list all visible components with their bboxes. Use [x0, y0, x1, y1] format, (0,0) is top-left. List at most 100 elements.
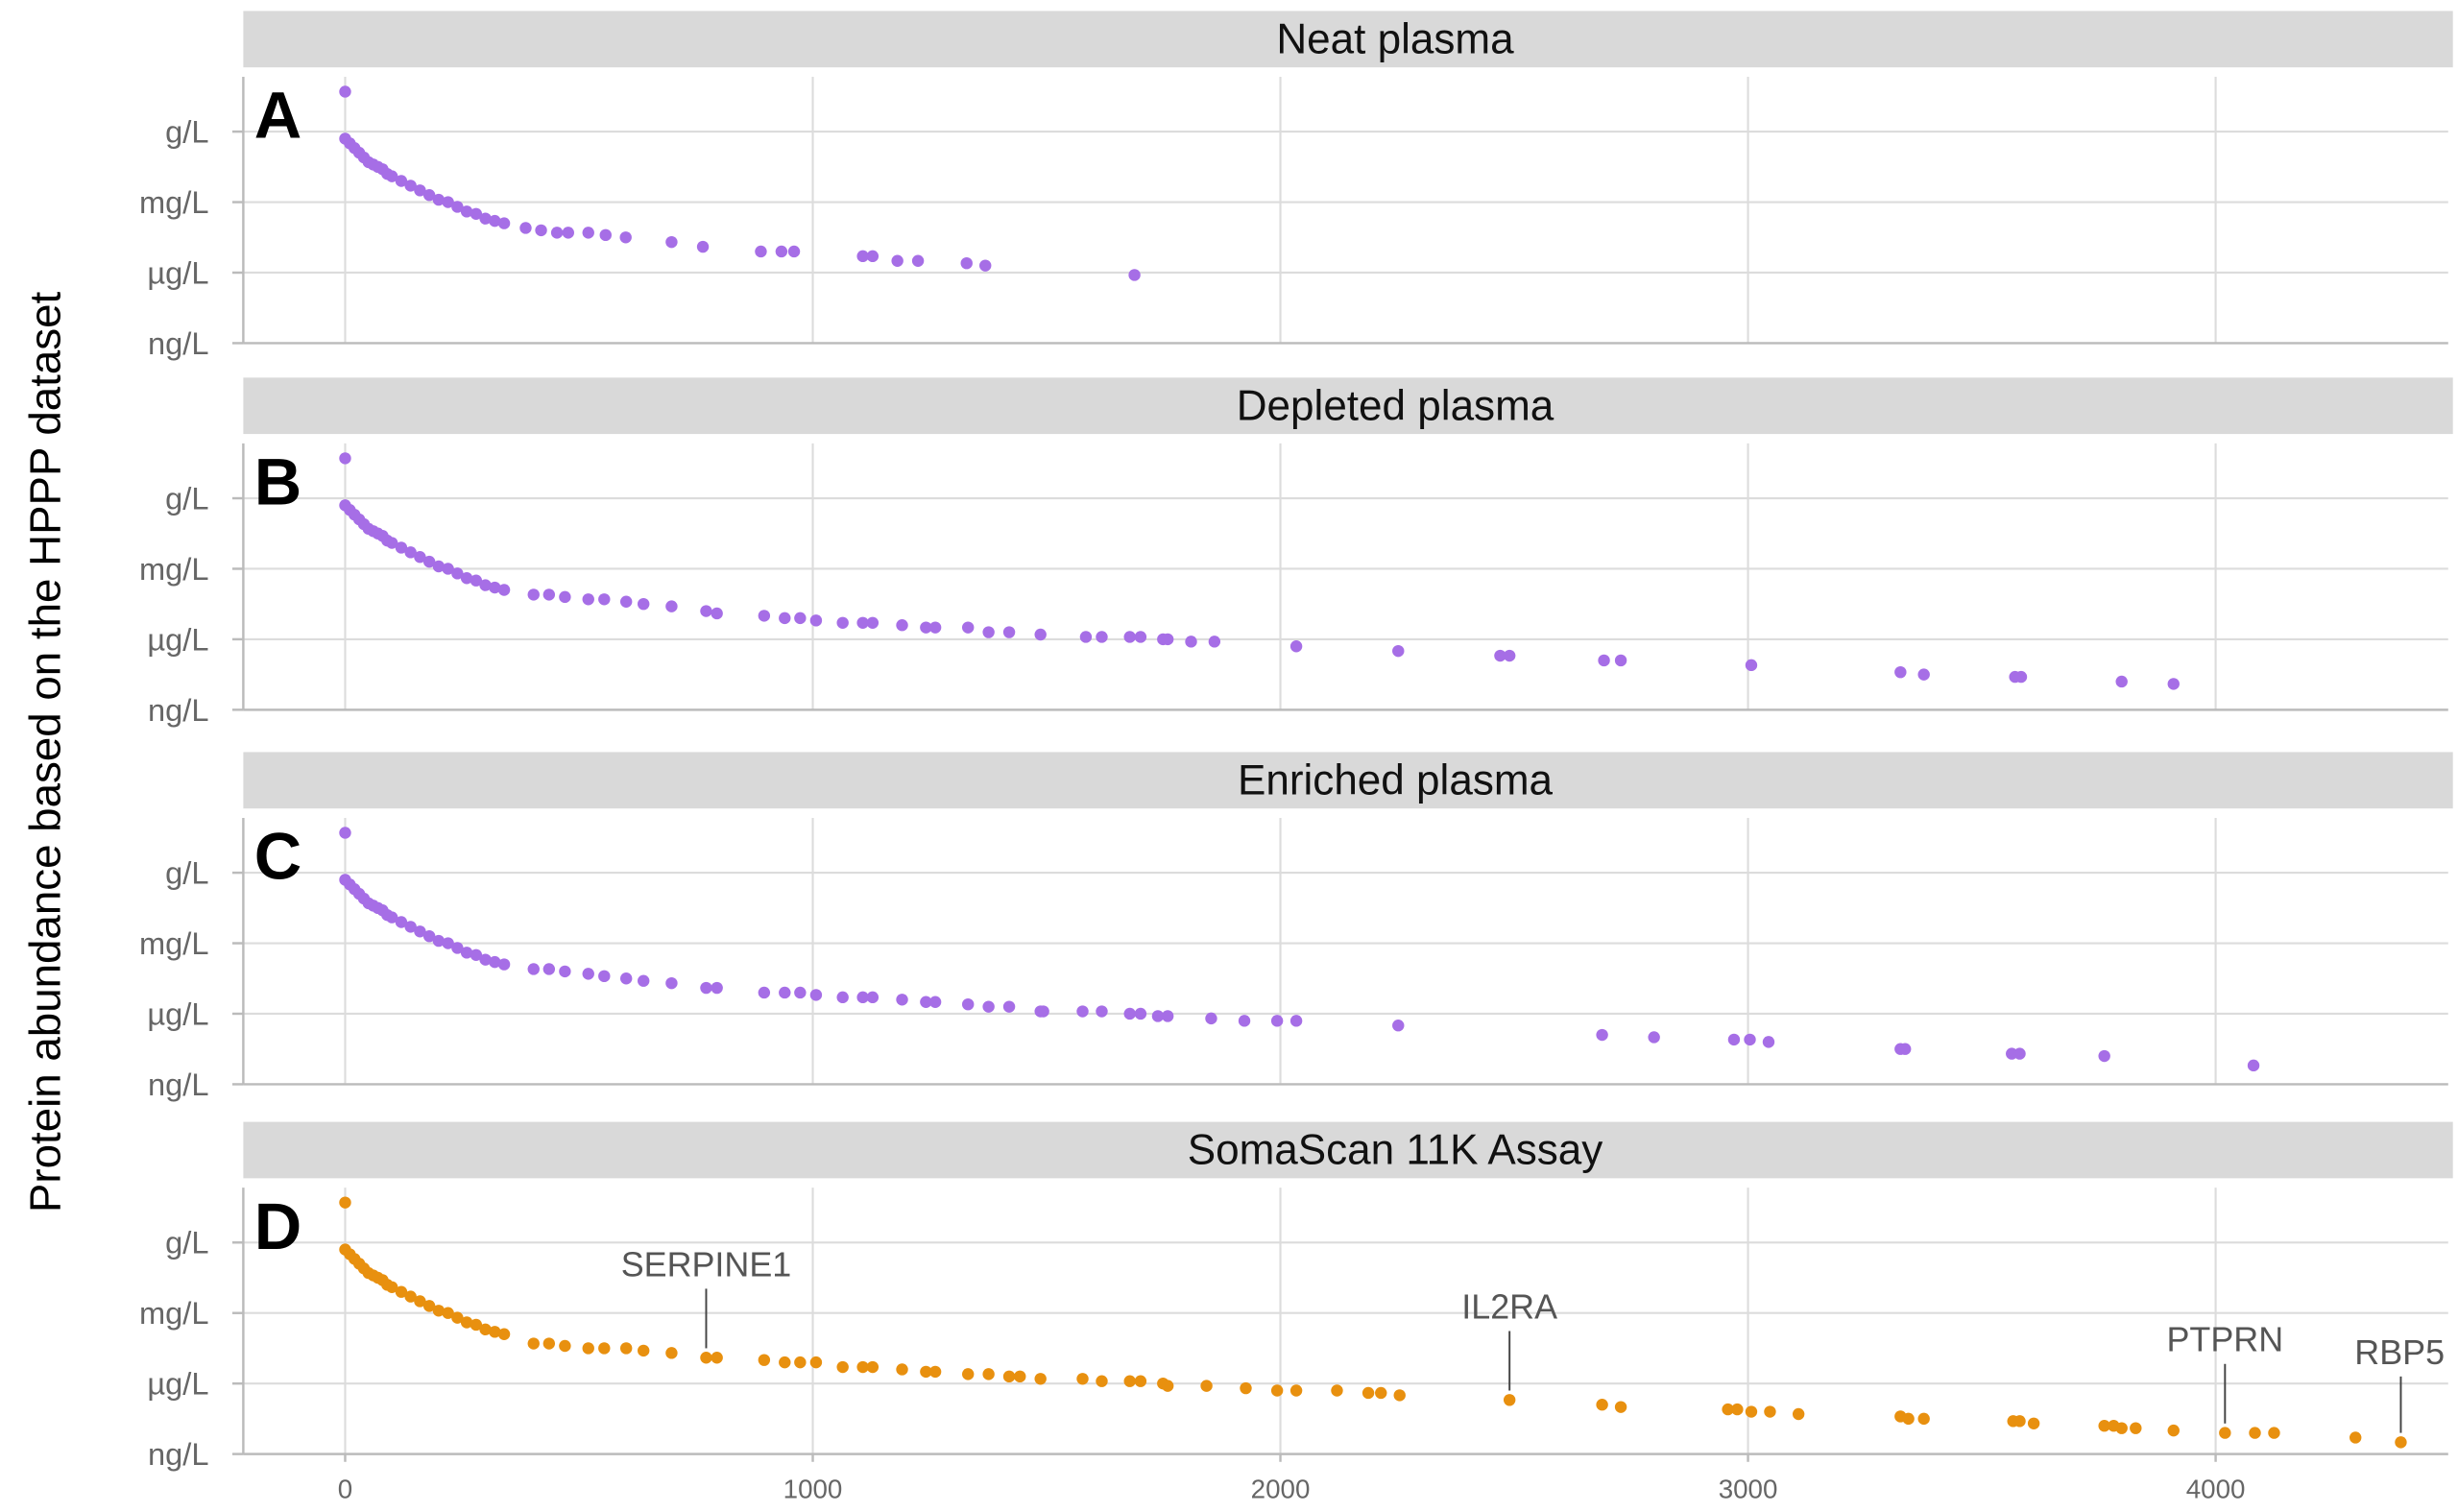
- data-point: [866, 250, 880, 263]
- data-point: [1076, 1373, 1089, 1385]
- facet-strip: [243, 752, 2453, 809]
- data-point: [1134, 1007, 1147, 1020]
- data-point: [1123, 1007, 1136, 1020]
- data-point: [1762, 1036, 1775, 1048]
- data-point: [1270, 1384, 1284, 1397]
- data-point: [638, 597, 650, 611]
- data-point: [451, 201, 464, 213]
- data-point: [489, 955, 501, 969]
- data-point: [794, 612, 807, 625]
- data-point: [961, 997, 975, 1011]
- data-point: [598, 970, 611, 983]
- data-point: [700, 605, 712, 617]
- data-point: [928, 621, 942, 634]
- data-point: [422, 555, 436, 568]
- data-point: [1134, 1375, 1147, 1387]
- data-point: [404, 180, 417, 192]
- data-point: [920, 996, 932, 1008]
- data-point: [866, 616, 880, 629]
- data-point: [856, 1360, 869, 1374]
- data-point: [1898, 1043, 1912, 1055]
- data-point: [1205, 1012, 1217, 1025]
- panel-letter: D: [254, 1189, 301, 1263]
- data-point: [1014, 1370, 1026, 1383]
- data-point: [451, 942, 464, 954]
- data-point: [1096, 631, 1108, 643]
- data-point: [1034, 628, 1047, 641]
- data-point: [385, 1281, 398, 1293]
- data-point: [779, 612, 791, 625]
- data-point: [2014, 670, 2028, 684]
- annotation-label: RBP5: [2354, 1333, 2445, 1372]
- data-point: [559, 965, 571, 978]
- data-point: [1764, 1405, 1776, 1418]
- data-point: [460, 1316, 473, 1329]
- panel-letter: B: [254, 445, 301, 519]
- data-point: [385, 911, 398, 924]
- data-point: [1614, 654, 1627, 667]
- data-point: [866, 991, 880, 1004]
- data-point: [395, 541, 408, 554]
- data-point: [779, 1356, 791, 1369]
- data-point: [497, 217, 511, 229]
- data-point: [1037, 1005, 1049, 1018]
- data-point: [519, 222, 532, 234]
- data-point: [470, 1318, 483, 1332]
- data-point: [809, 1356, 823, 1369]
- y-tick-label: g/L: [165, 1225, 208, 1260]
- data-point: [1744, 1033, 1756, 1046]
- data-point: [479, 579, 492, 591]
- data-point: [2027, 1417, 2040, 1429]
- data-point: [385, 537, 398, 549]
- data-point: [1894, 665, 1907, 679]
- data-point: [542, 963, 556, 975]
- data-point: [2098, 1049, 2110, 1063]
- data-point: [794, 986, 807, 999]
- data-point: [404, 921, 417, 933]
- data-point: [414, 1295, 426, 1308]
- data-point: [1727, 1033, 1741, 1046]
- data-point: [1002, 626, 1016, 638]
- y-tick-label: mg/L: [139, 925, 209, 961]
- data-point: [1200, 1380, 1213, 1392]
- data-point: [1076, 1005, 1089, 1018]
- data-point: [1161, 1380, 1174, 1392]
- data-point: [856, 991, 869, 1004]
- data-point: [1270, 1015, 1284, 1027]
- y-tick-label: ng/L: [148, 692, 208, 728]
- data-point: [1494, 649, 1506, 662]
- data-point: [542, 588, 556, 601]
- facet-title: SomaScan 11K Assay: [1188, 1127, 1603, 1174]
- data-point: [422, 1300, 436, 1312]
- data-point: [1503, 649, 1516, 662]
- data-point: [1002, 1370, 1016, 1383]
- data-point: [451, 1311, 464, 1324]
- data-point: [432, 193, 446, 206]
- data-point: [339, 827, 351, 839]
- data-point: [395, 1285, 408, 1298]
- data-point: [414, 551, 426, 564]
- data-point: [442, 937, 454, 949]
- facet-strip: [243, 1121, 2453, 1179]
- data-point: [598, 593, 611, 606]
- data-point: [1596, 1028, 1608, 1042]
- data-point: [982, 1368, 995, 1380]
- data-point: [442, 1307, 454, 1319]
- data-point: [982, 626, 995, 638]
- data-point: [961, 1368, 975, 1380]
- data-point: [414, 184, 426, 197]
- data-point: [395, 916, 408, 928]
- data-point: [836, 616, 849, 629]
- y-tick-label: mg/L: [139, 184, 209, 220]
- y-axis-title: Protein abundance based on the HPPP data…: [20, 291, 69, 1212]
- data-point: [665, 235, 678, 249]
- data-point: [542, 1337, 556, 1350]
- data-point: [2167, 678, 2180, 690]
- data-point: [2013, 1047, 2026, 1060]
- y-tick-label: ng/L: [148, 1436, 208, 1472]
- data-point: [479, 212, 492, 225]
- data-point: [809, 614, 823, 627]
- data-point: [1002, 1000, 1016, 1013]
- data-point: [982, 1000, 995, 1013]
- data-point: [891, 254, 904, 267]
